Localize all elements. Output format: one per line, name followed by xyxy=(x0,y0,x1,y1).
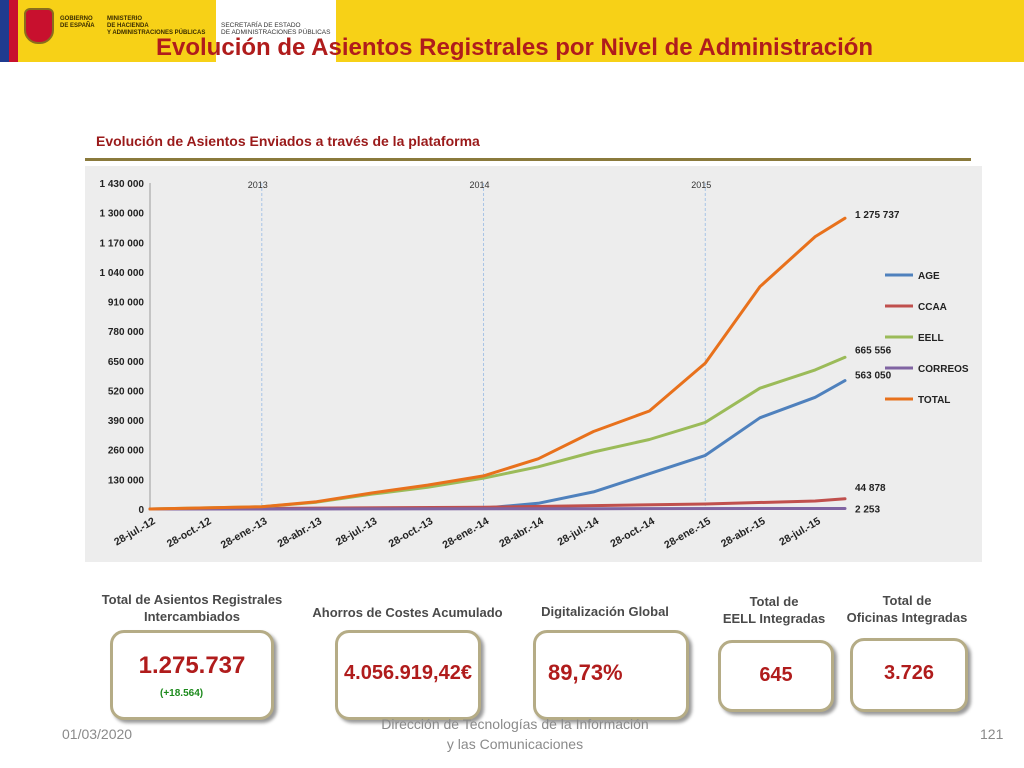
x-tick-label: 28-jul.-13 xyxy=(334,515,380,548)
y-tick-label: 390 000 xyxy=(108,416,145,427)
title-divider xyxy=(85,158,971,161)
y-tick-label: 1 300 000 xyxy=(100,209,145,220)
kpi-eell-value: 645 xyxy=(759,664,793,686)
y-tick-label: 650 000 xyxy=(108,357,145,368)
kpi-digitalizacion-value: 89,73% xyxy=(548,660,623,685)
kpi-digitalizacion-box xyxy=(533,630,689,720)
y-tick-label: 1 170 000 xyxy=(100,238,145,249)
x-tick-label: 28-ene.-15 xyxy=(662,515,713,551)
x-tick-label: 28-abr.-13 xyxy=(275,515,324,550)
ministerio-label: MINISTERIO DE HACIENDA Y ADMINISTRACIONE… xyxy=(107,16,206,36)
legend-label-total: TOTAL xyxy=(918,395,950,406)
legend-label-age: AGE xyxy=(918,271,940,282)
footer-department: Dirección de Tecnologías de la Informaci… xyxy=(381,716,649,752)
y-tick-label: 0 xyxy=(138,505,144,516)
page-title: Evolución de Asientos Registrales por Ni… xyxy=(156,34,874,61)
gobierno-logo-block: GOBIERNO DE ESPAÑA MINISTERIO DE HACIEND… xyxy=(0,0,216,62)
x-tick-label: 28-oct.-12 xyxy=(165,515,214,550)
x-tick-label: 28-jul.-15 xyxy=(777,515,823,548)
footer-date: 01/03/2020 xyxy=(62,726,133,742)
x-tick-label: 28-ene.-13 xyxy=(219,515,270,551)
x-tick-label: 28-abr.-14 xyxy=(497,515,546,550)
kpi-oficinas-box xyxy=(850,638,968,712)
secretaria-block xyxy=(216,0,336,62)
chart-title: Evolución de Asientos Enviados a través … xyxy=(96,133,480,149)
series-line-correos xyxy=(148,507,847,511)
y-tick-label: 910 000 xyxy=(108,298,145,309)
y-tick-label: 1 040 000 xyxy=(100,268,145,279)
x-tick-label: 28-jul.-14 xyxy=(556,515,602,548)
legend-label-ccaa: CCAA xyxy=(918,302,947,313)
y-tick-label: 1 430 000 xyxy=(100,179,145,190)
kpi-ahorros-box xyxy=(335,630,481,720)
secretaria-label: SECRETARÍA DE ESTADO DE ADMINISTRACIONES… xyxy=(221,22,331,36)
end-value-label: 665 556 xyxy=(855,345,892,356)
x-tick-label: 28-ene.-14 xyxy=(441,515,492,551)
y-tick-label: 130 000 xyxy=(108,475,145,486)
eu-flag-icon xyxy=(0,0,9,62)
series-line-eell xyxy=(148,355,847,511)
end-value-label: 44 878 xyxy=(855,483,886,494)
legend-label-eell: EELL xyxy=(918,333,944,344)
y-tick-label: 520 000 xyxy=(108,386,145,397)
end-value-label: 2 253 xyxy=(855,504,880,515)
x-tick-label: 28-oct.-14 xyxy=(608,515,657,550)
kpi-total-asientos-title: Total de Asientos Registrales Intercambi… xyxy=(101,592,283,624)
footer-page-number: 121 xyxy=(980,726,1004,742)
end-value-label: 563 050 xyxy=(855,371,892,382)
kpi-oficinas-title: Total de Oficinas Integradas xyxy=(846,593,968,625)
y-tick-label: 780 000 xyxy=(108,327,145,338)
x-tick-label: 28-jul.-12 xyxy=(112,515,158,548)
series-line-total xyxy=(148,216,847,511)
legend-label-correos: CORREOS xyxy=(918,364,969,375)
year-marker-label: 2013 xyxy=(248,180,268,190)
kpi-eell-title: Total de EELL Integradas xyxy=(722,594,826,626)
end-value-label: 1 275 737 xyxy=(855,210,900,221)
coat-of-arms-icon xyxy=(24,8,54,44)
kpi-digitalizacion-title: Digitalización Global xyxy=(541,604,669,619)
year-marker-label: 2015 xyxy=(691,180,711,190)
kpi-oficinas-value: 3.726 xyxy=(883,662,935,684)
y-tick-label: 260 000 xyxy=(108,446,145,457)
year-marker-label: 2014 xyxy=(470,180,490,190)
kpi-eell-box xyxy=(718,640,834,712)
gobierno-label: GOBIERNO DE ESPAÑA xyxy=(60,16,95,29)
kpi-ahorros-value: 4.056.919,42€ xyxy=(344,662,472,684)
kpi-total-asientos-box xyxy=(110,630,274,720)
x-tick-label: 28-abr.-15 xyxy=(719,515,768,550)
kpi-total-asientos-value: 1.275.737 xyxy=(138,652,246,679)
kpi-total-asientos-delta: (+18.564) xyxy=(160,688,204,699)
x-tick-label: 28-oct.-13 xyxy=(387,515,436,550)
kpi-ahorros-title: Ahorros de Costes Acumulado xyxy=(312,605,503,620)
